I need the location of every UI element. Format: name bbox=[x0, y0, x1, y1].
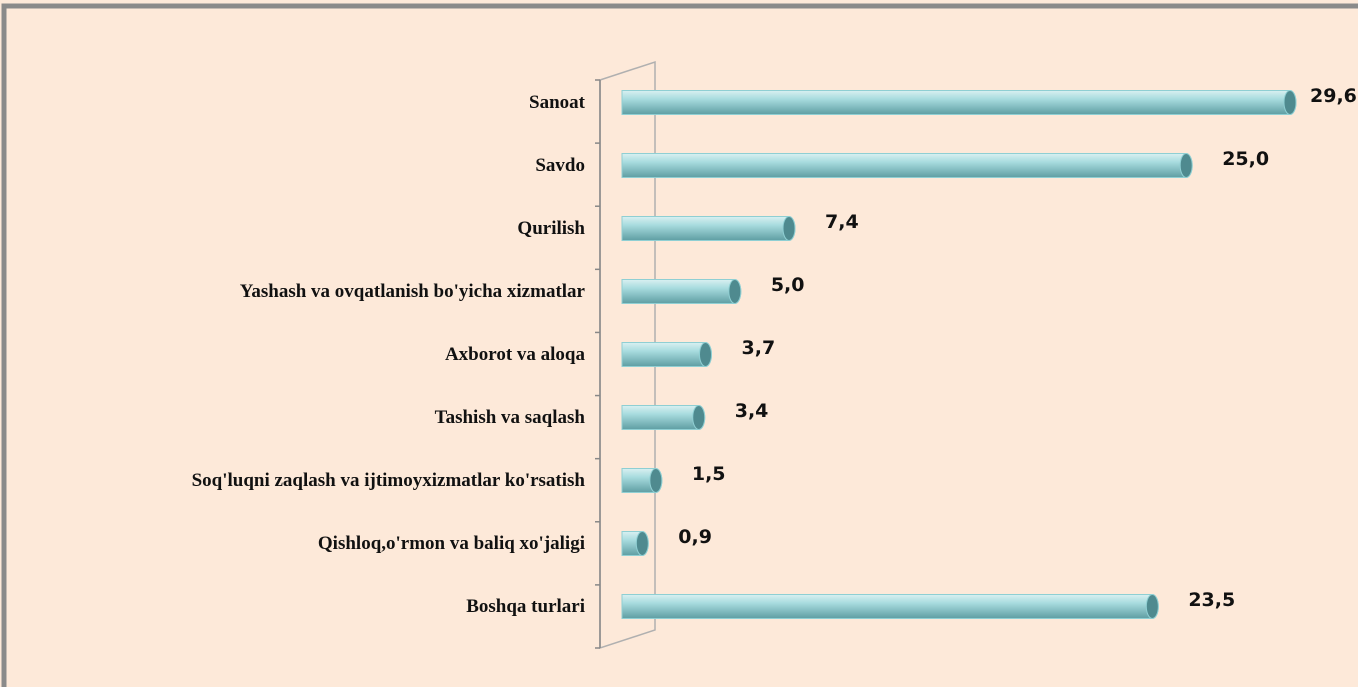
category-label: Boshqa turlari bbox=[466, 596, 585, 617]
category-label: Qishloq,o'rmon va baliq xo'jaligi bbox=[318, 533, 585, 554]
category-label: Axborot va aloqa bbox=[445, 344, 586, 365]
bar-body bbox=[621, 279, 742, 304]
bar-cap bbox=[782, 216, 796, 241]
category-label: Soq'luqni zaqlash va ijtimoyxizmatlar ko… bbox=[192, 470, 586, 491]
bar bbox=[621, 531, 649, 556]
value-label: 3,4 bbox=[735, 400, 769, 422]
bar bbox=[621, 153, 1193, 178]
category-label: Sanoat bbox=[529, 92, 586, 113]
value-label: 1,5 bbox=[692, 463, 726, 485]
bar-body bbox=[621, 153, 1193, 178]
bar-cap bbox=[692, 405, 706, 430]
bar bbox=[621, 405, 706, 430]
value-label: 5,0 bbox=[771, 274, 805, 296]
bar bbox=[621, 594, 1159, 619]
bar-cap bbox=[728, 279, 742, 304]
bar bbox=[621, 216, 796, 241]
value-label: 0,9 bbox=[678, 526, 712, 548]
bar-cap bbox=[635, 531, 649, 556]
value-label: 29,6 bbox=[1310, 85, 1357, 107]
bar-cap bbox=[649, 468, 663, 493]
category-label: Yashash va ovqatlanish bo'yicha xizmatla… bbox=[240, 281, 586, 302]
bar bbox=[621, 468, 663, 493]
bar-body bbox=[621, 342, 712, 367]
value-label: 3,7 bbox=[742, 337, 776, 359]
bar bbox=[621, 279, 742, 304]
bar-body bbox=[621, 594, 1159, 619]
bar-cap bbox=[1179, 153, 1193, 178]
category-label: Savdo bbox=[535, 155, 585, 176]
value-label: 23,5 bbox=[1188, 589, 1235, 611]
category-label: Tashish va saqlash bbox=[435, 407, 586, 428]
bar-cap bbox=[699, 342, 712, 367]
bar bbox=[621, 342, 712, 367]
bar-cap bbox=[1283, 90, 1297, 115]
bar bbox=[621, 90, 1297, 115]
frame bbox=[1, 3, 1358, 687]
bar-cap bbox=[1145, 594, 1159, 619]
value-label: 7,4 bbox=[825, 211, 859, 233]
bar-body bbox=[621, 90, 1297, 115]
bar-body bbox=[621, 216, 796, 241]
category-label: Qurilish bbox=[517, 218, 585, 239]
value-label: 25,0 bbox=[1222, 148, 1269, 170]
